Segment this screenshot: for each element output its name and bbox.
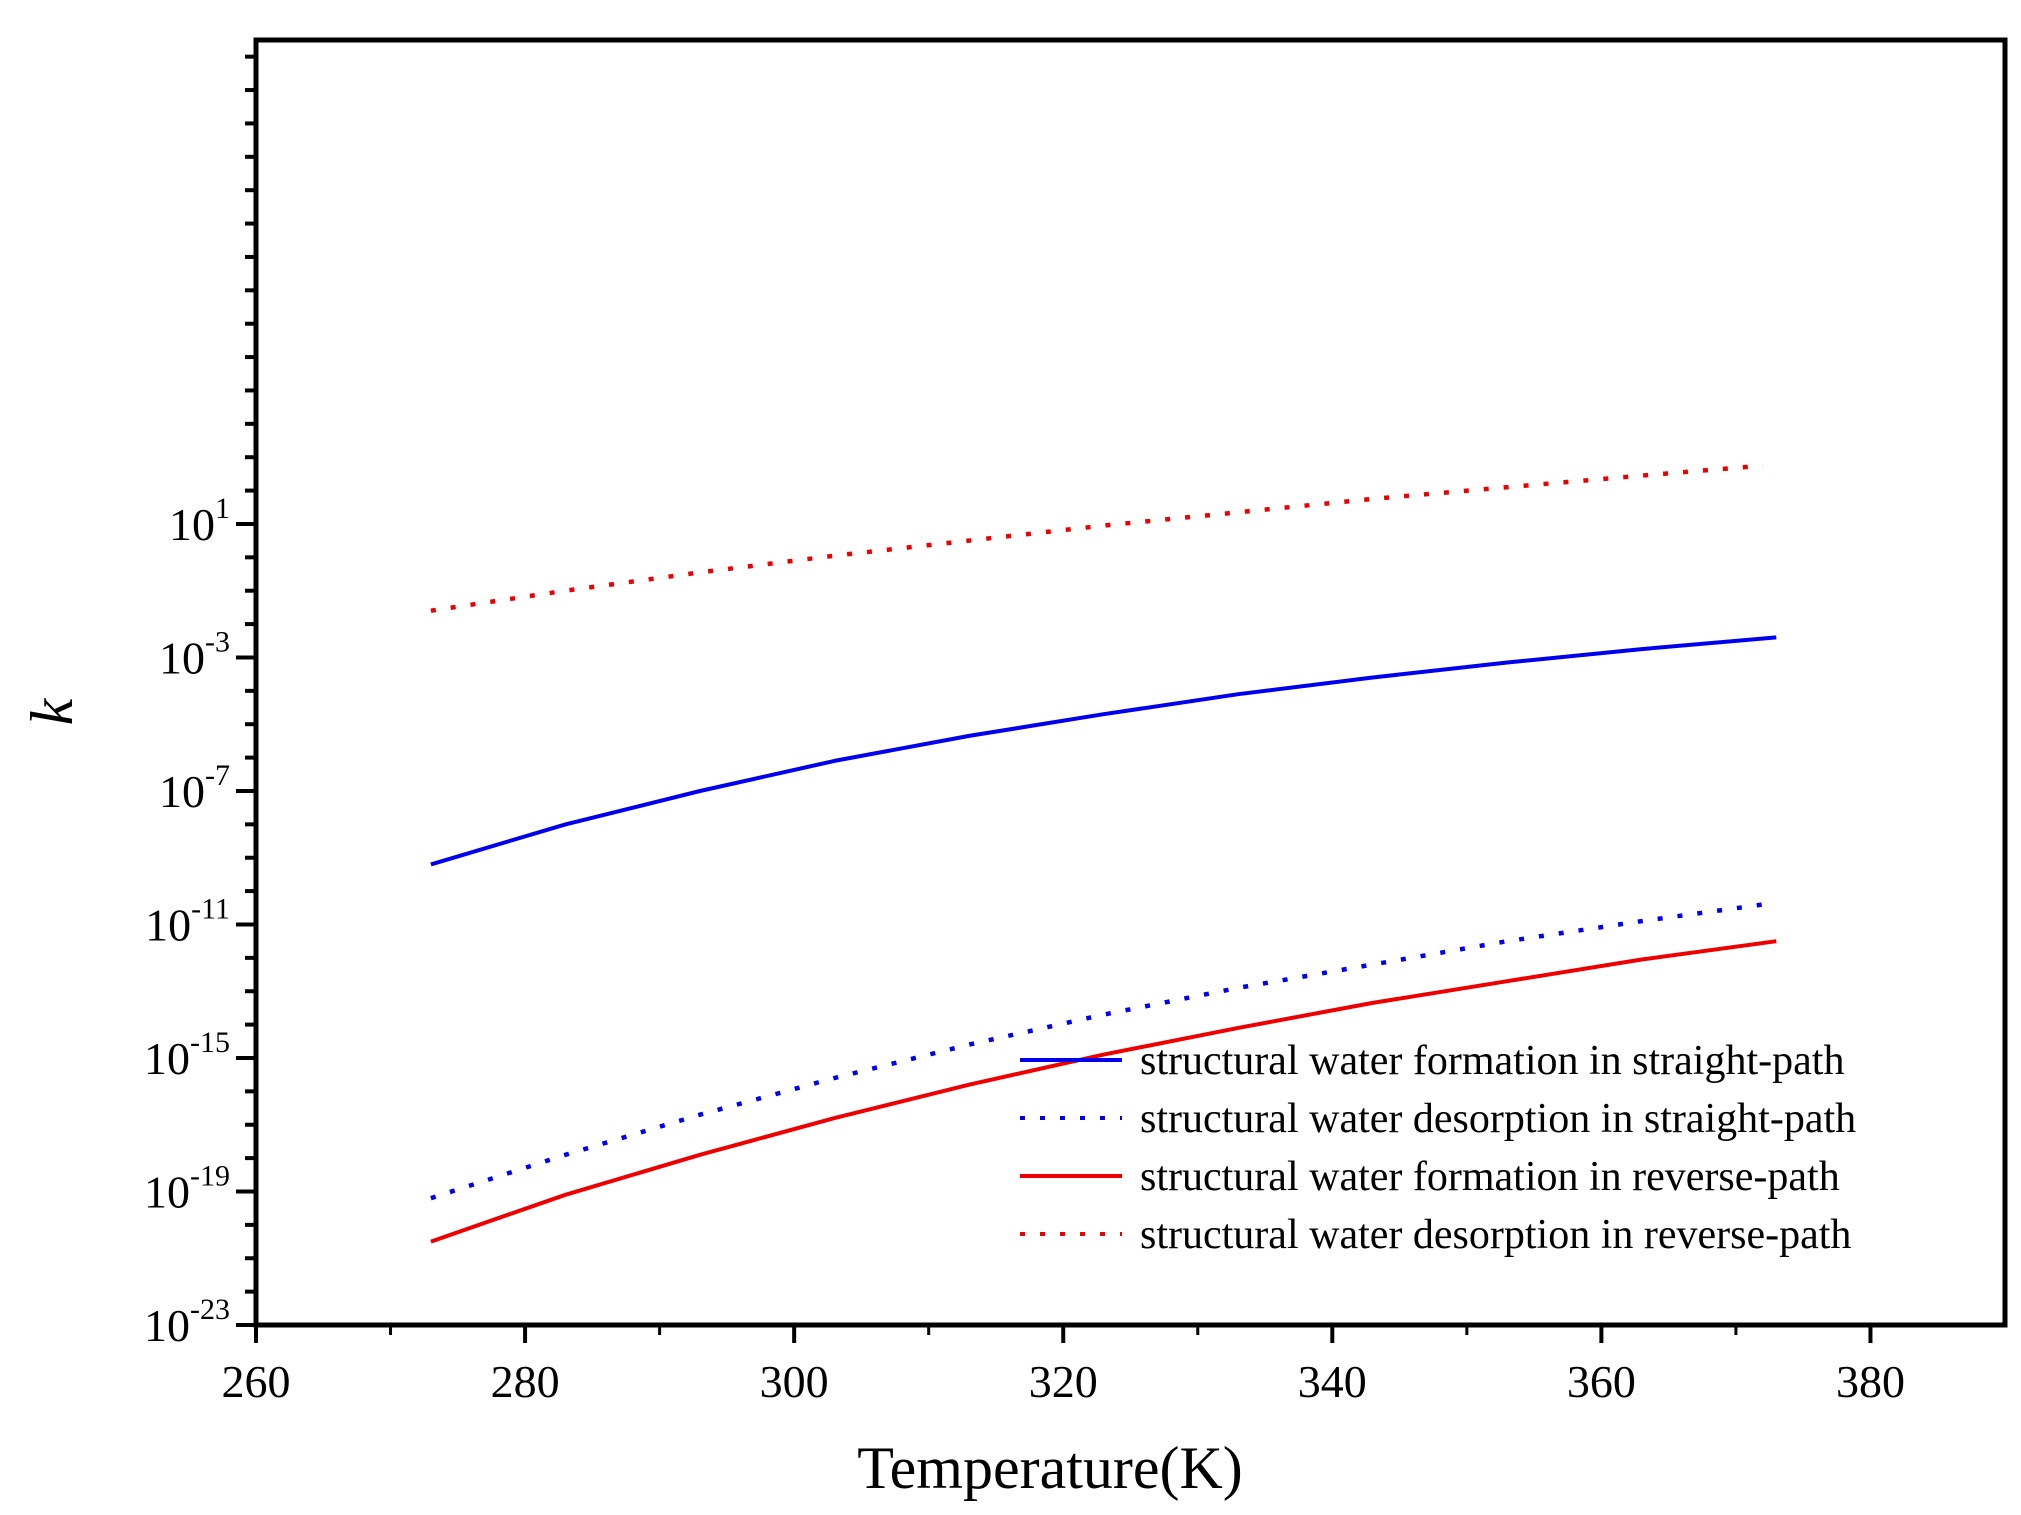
plot-frame xyxy=(253,37,2008,1328)
y-tick-label: 101 xyxy=(169,492,230,550)
x-tick-label: 360 xyxy=(1567,1356,1636,1407)
series-lines xyxy=(430,463,1777,1244)
legend-label: structural water formation in straight-p… xyxy=(1140,1038,1844,1084)
legend-label: structural water formation in reverse-pa… xyxy=(1140,1154,1840,1200)
series-line-1 xyxy=(430,635,1777,867)
y-tick-label: 10-23 xyxy=(144,1293,230,1351)
legend: structural water formation in straight-p… xyxy=(1020,1038,1856,1258)
x-tick-label: 260 xyxy=(222,1356,291,1407)
x-tick-label: 320 xyxy=(1029,1356,1098,1407)
x-tick-label: 340 xyxy=(1298,1356,1367,1407)
x-tick-label: 380 xyxy=(1836,1356,1905,1407)
x-tick-label: 280 xyxy=(491,1356,560,1407)
y-tick-label: 10-3 xyxy=(159,625,230,683)
y-axis-ticks: 10-23 10-19 10-15 10-11 10-7 10-3 101 xyxy=(144,54,256,1351)
x-tick-label: 300 xyxy=(760,1356,829,1407)
y-tick-label: 10-19 xyxy=(144,1159,230,1217)
legend-label: structural water desorption in straight-… xyxy=(1140,1096,1856,1142)
y-axis-label: k xyxy=(19,697,85,725)
x-axis-label: Temperature(K) xyxy=(857,1435,1243,1501)
x-axis-ticks: 260 280 300 320 340 360 380 xyxy=(222,1325,1905,1407)
y-tick-label: 10-15 xyxy=(144,1026,230,1084)
series-line-4 xyxy=(430,463,1763,613)
series-line-3 xyxy=(430,939,1777,1244)
y-tick-label: 10-7 xyxy=(159,759,230,817)
legend-label: structural water desorption in reverse-p… xyxy=(1140,1212,1851,1258)
y-tick-label: 10-11 xyxy=(145,892,230,950)
